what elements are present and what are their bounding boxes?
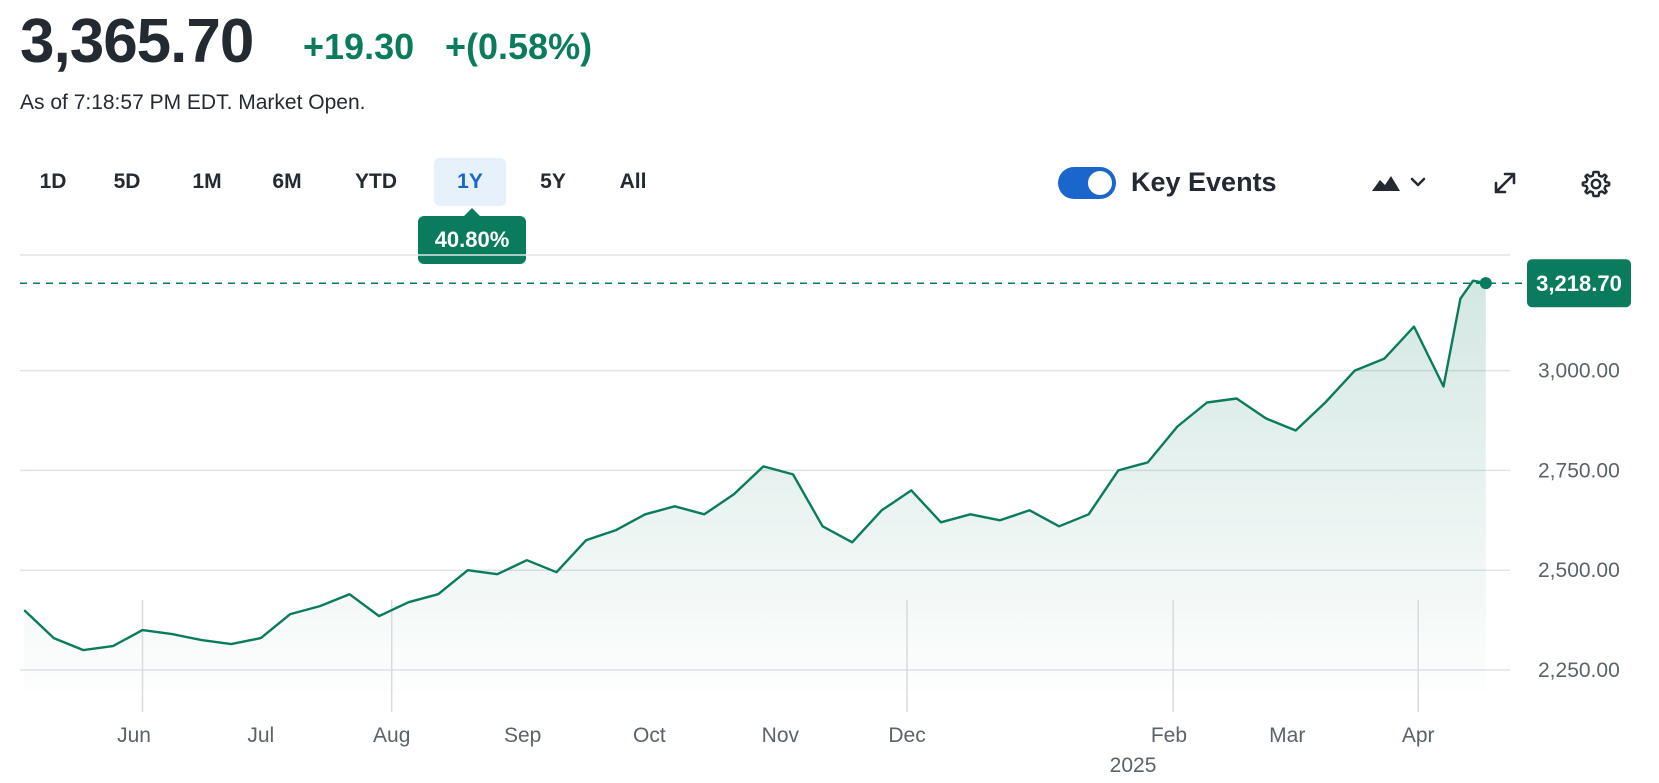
x-year-label: 2025 — [1110, 754, 1157, 777]
range-button-6m[interactable]: 6M — [272, 170, 302, 193]
settings-button[interactable] — [1580, 168, 1612, 200]
x-tick-label: Apr — [1402, 724, 1435, 747]
expand-icon — [1494, 172, 1516, 194]
price-area — [24, 280, 1486, 690]
gear-icon — [1581, 170, 1611, 198]
y-tick-label: 2,750.00 — [1538, 459, 1620, 482]
last-price-label: 3,218.70 — [1536, 271, 1622, 296]
x-tick-label: Sep — [504, 724, 541, 747]
y-tick-label: 2,250.00 — [1538, 659, 1620, 682]
period-performance-badge: 40.80% — [418, 208, 526, 264]
price-change: +19.30 — [303, 26, 415, 67]
x-tick-label: Jul — [247, 724, 274, 747]
x-tick-label: Jun — [117, 724, 151, 747]
range-button-ytd[interactable]: YTD — [355, 170, 397, 193]
mountain-chart-icon — [1372, 176, 1426, 191]
range-button-1y[interactable]: 1Y — [434, 158, 506, 206]
x-tick-label: Oct — [633, 724, 666, 747]
expand-button[interactable] — [1490, 168, 1520, 198]
last-price-badge — [1527, 259, 1631, 308]
x-tick-label: Dec — [888, 724, 925, 747]
x-tick-label: Aug — [373, 724, 410, 747]
x-tick-label: Feb — [1151, 724, 1187, 747]
key-events-toggle[interactable] — [1058, 167, 1116, 199]
price-line — [23, 279, 1487, 652]
x-tick-label: Mar — [1269, 724, 1305, 747]
chart-type-selector[interactable] — [1370, 168, 1430, 198]
range-button-5d[interactable]: 5D — [113, 170, 141, 193]
key-events-label: Key Events — [1131, 167, 1277, 197]
x-tick-label: Nov — [762, 724, 800, 747]
y-axis: 2,250.00 2,500.00 2,750.00 3,000.00 — [1538, 360, 1620, 682]
range-button-1d[interactable]: 1D — [39, 170, 67, 193]
last-price-dot — [1479, 277, 1492, 290]
range-button-1m[interactable]: 1M — [192, 170, 222, 193]
y-tick-label: 3,000.00 — [1538, 360, 1620, 383]
range-button-5y[interactable]: 5Y — [540, 170, 566, 193]
y-tick-label: 2,500.00 — [1538, 559, 1620, 582]
price-change-percent: +(0.58%) — [445, 26, 593, 67]
toggle-knob — [1088, 171, 1112, 195]
as-of-timestamp: As of 7:18:57 PM EDT. Market Open. — [20, 91, 366, 114]
x-axis: Jun Jul Aug Sep Oct Nov Dec Feb Mar Apr 2025 — [117, 724, 1434, 777]
price-value: 3,365.70 — [20, 7, 254, 76]
key-event-markers — [141, 600, 1419, 712]
chevron-down-icon — [1410, 177, 1426, 187]
last-price-marker: 3,218.70 — [20, 259, 1631, 308]
range-button-all[interactable]: All — [619, 170, 647, 193]
